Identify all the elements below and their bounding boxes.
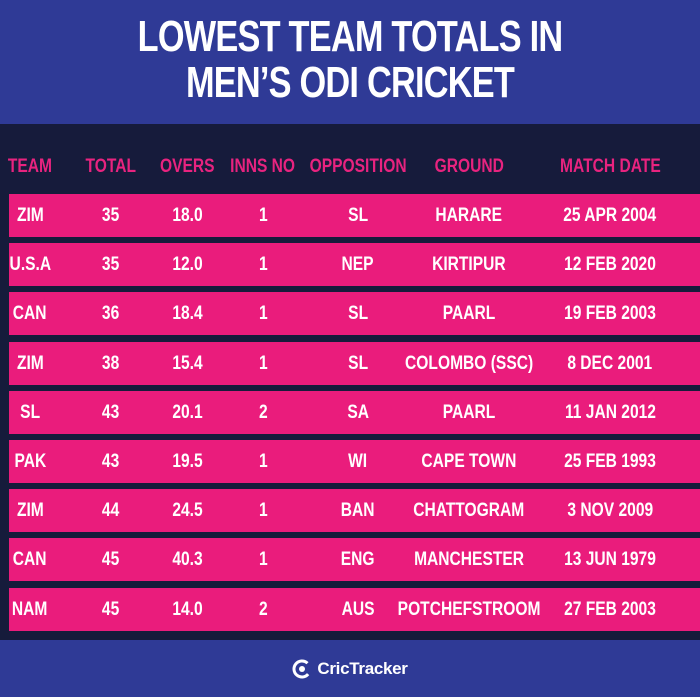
cell-team: SL	[20, 401, 40, 423]
brand-name: CricTracker	[317, 658, 408, 678]
cell-overs: 19.5	[171, 450, 203, 472]
cell-opposition: AUS	[341, 598, 375, 620]
cell-match-date: 13 JUN 1979	[564, 548, 656, 570]
crictracker-logo-icon	[292, 659, 312, 678]
cell-overs: 12.0	[171, 253, 203, 275]
table-header-row: TEAM TOTAL OVERS INNS NO OPPOSITION GROU…	[0, 152, 700, 182]
cell-overs: 20.1	[171, 401, 203, 423]
table-row: ZIM 44 24.5 1 BAN CHATTOGRAM 3 NOV 2009	[9, 489, 700, 532]
cell-total: 36	[102, 302, 120, 324]
cell-total: 38	[102, 352, 120, 374]
cell-team: ZIM	[16, 352, 44, 374]
cell-match-date: 11 JAN 2012	[564, 401, 656, 423]
table-row: U.S.A 35 12.0 1 NEP KIRTIPUR 12 FEB 2020	[9, 243, 700, 286]
cell-match-date: 25 FEB 1993	[564, 450, 656, 472]
cell-opposition: WI	[348, 450, 368, 472]
cell-ground: MANCHESTER	[414, 548, 524, 570]
col-header-ground: GROUND	[434, 156, 504, 177]
cell-overs: 40.3	[171, 548, 203, 570]
cell-overs: 14.0	[171, 598, 203, 620]
cell-match-date: 19 FEB 2003	[564, 302, 656, 324]
table-row: ZIM 35 18.0 1 SL HARARE 25 APR 2004	[9, 194, 700, 237]
title-line-1: LOWEST TEAM TOTALS IN	[137, 12, 563, 61]
col-header-overs: OVERS	[159, 156, 215, 177]
cell-ground: PAARL	[442, 401, 496, 423]
col-header-team: TEAM	[7, 156, 53, 177]
cell-opposition: SA	[347, 401, 369, 423]
cell-total: 44	[102, 499, 120, 521]
cell-ground: KIRTIPUR	[432, 253, 506, 275]
cell-match-date: 3 NOV 2009	[567, 499, 653, 521]
col-header-match-date: MATCH DATE	[559, 156, 661, 177]
cell-overs: 15.4	[171, 352, 203, 374]
cell-opposition: BAN	[341, 499, 375, 521]
cell-match-date: 27 FEB 2003	[564, 598, 656, 620]
cell-total: 43	[102, 450, 120, 472]
cell-inns-no: 1	[258, 499, 268, 521]
cell-inns-no: 1	[258, 548, 268, 570]
cell-total: 35	[102, 204, 120, 226]
cell-total: 45	[102, 598, 120, 620]
cell-ground: PAARL	[442, 302, 496, 324]
cell-ground: COLOMBO (SSC)	[404, 352, 534, 374]
cell-opposition: SL	[348, 302, 368, 324]
cell-inns-no: 1	[258, 302, 268, 324]
cell-total: 43	[102, 401, 120, 423]
cell-inns-no: 2	[258, 401, 268, 423]
table-row: PAK 43 19.5 1 WI CAPE TOWN 25 FEB 1993	[9, 440, 700, 483]
table-row: SL 43 20.1 2 SA PAARL 11 JAN 2012	[9, 391, 700, 434]
cell-opposition: ENG	[341, 548, 375, 570]
cell-inns-no: 2	[258, 598, 268, 620]
cell-inns-no: 1	[258, 204, 268, 226]
col-header-total: TOTAL	[85, 156, 137, 177]
cell-inns-no: 1	[258, 253, 268, 275]
cell-match-date: 25 APR 2004	[563, 204, 657, 226]
cell-opposition: SL	[348, 352, 368, 374]
table-row: ZIM 38 15.4 1 SL COLOMBO (SSC) 8 DEC 2001	[9, 342, 700, 385]
col-header-inns-no: INNS NO	[230, 156, 296, 177]
footer: CricTracker	[0, 640, 700, 697]
cell-total: 45	[102, 548, 120, 570]
cell-inns-no: 1	[258, 450, 268, 472]
cell-team: CAN	[13, 302, 47, 324]
cell-ground: CAPE TOWN	[421, 450, 517, 472]
table-row: NAM 45 14.0 2 AUS POTCHEFSTROOM 27 FEB 2003	[9, 588, 700, 631]
table-row: CAN 36 18.4 1 SL PAARL 19 FEB 2003	[9, 292, 700, 335]
table-row: CAN 45 40.3 1 ENG MANCHESTER 13 JUN 1979	[9, 538, 700, 581]
title-block: LOWEST TEAM TOTALS IN MEN’S ODI CRICKET	[0, 0, 700, 124]
col-header-opposition: OPPOSITION	[309, 156, 407, 177]
cell-match-date: 8 DEC 2001	[567, 352, 653, 374]
cell-match-date: 12 FEB 2020	[564, 253, 656, 275]
cell-team: ZIM	[16, 499, 44, 521]
cell-ground: POTCHEFSTROOM	[397, 598, 541, 620]
cell-opposition: NEP	[341, 253, 375, 275]
cell-team: ZIM	[16, 204, 44, 226]
cell-total: 35	[102, 253, 120, 275]
cell-ground: CHATTOGRAM	[413, 499, 525, 521]
cell-overs: 18.4	[171, 302, 203, 324]
cell-team: U.S.A	[9, 253, 51, 275]
cell-overs: 18.0	[171, 204, 203, 226]
cell-team: CAN	[13, 548, 47, 570]
cell-overs: 24.5	[171, 499, 203, 521]
title-line-2: MEN’S ODI CRICKET	[185, 58, 515, 107]
cell-team: NAM	[12, 598, 48, 620]
cell-inns-no: 1	[258, 352, 268, 374]
cell-team: PAK	[14, 450, 46, 472]
cell-ground: HARARE	[435, 204, 503, 226]
cell-opposition: SL	[348, 204, 368, 226]
